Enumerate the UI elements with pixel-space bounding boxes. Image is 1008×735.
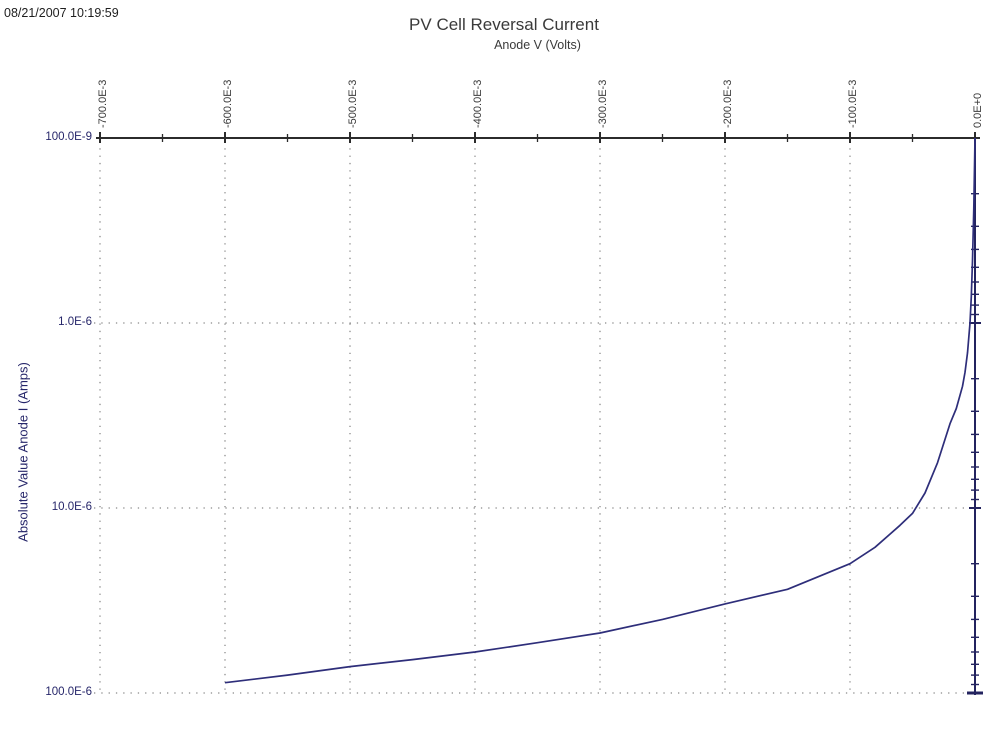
x-tick-label: 0.0E+0 <box>972 92 984 128</box>
x-tick-label: -700.0E-3 <box>97 79 109 128</box>
timestamp: 08/21/2007 10:19:59 <box>4 6 119 20</box>
x-axis <box>96 132 980 143</box>
y-tick-label: 1.0E-6 <box>58 316 92 328</box>
y-axis-title: Absolute Value Anode I (Amps) <box>15 362 31 542</box>
x-tick-label: -300.0E-3 <box>597 79 609 128</box>
chart-title: PV Cell Reversal Current <box>409 15 599 34</box>
gridlines <box>94 141 984 694</box>
x-tick-label: -100.0E-3 <box>847 79 859 128</box>
x-tick-label: -400.0E-3 <box>472 79 484 128</box>
x-tick-label: -600.0E-3 <box>222 79 234 128</box>
x-tick-label: -500.0E-3 <box>347 79 359 128</box>
y-tick-label: 100.0E-9 <box>45 131 92 143</box>
y-tick-label: 10.0E-6 <box>51 501 92 513</box>
y-tick-label: 100.0E-6 <box>45 686 92 698</box>
y-axis <box>967 138 983 695</box>
data-curve <box>224 137 976 684</box>
x-tick-label: -200.0E-3 <box>722 79 734 128</box>
x-axis-title: Anode V (Volts) <box>494 38 581 52</box>
